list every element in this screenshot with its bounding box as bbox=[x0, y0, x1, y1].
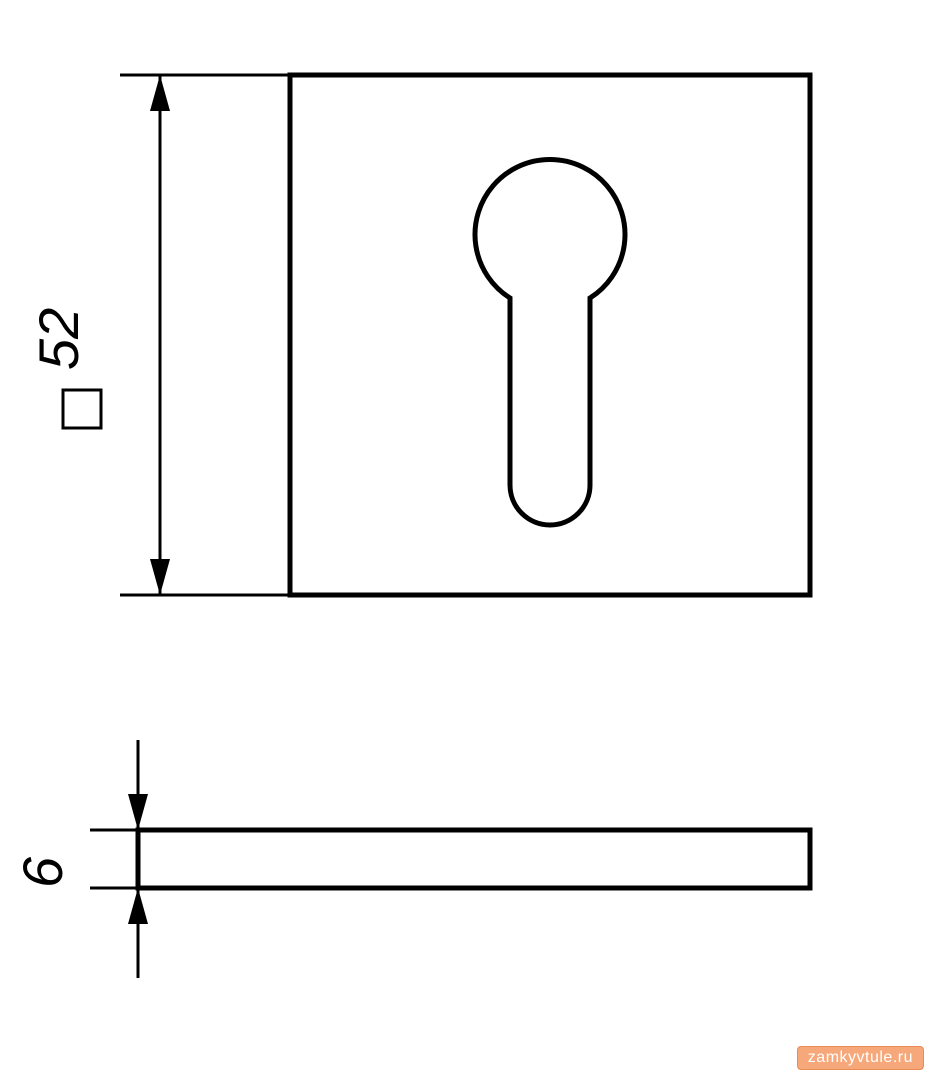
dimension-label-52: 52 bbox=[27, 308, 90, 370]
cylinder-keyhole bbox=[475, 160, 625, 525]
square-dimension-symbol bbox=[63, 390, 101, 428]
escutcheon-plate bbox=[290, 75, 810, 595]
technical-drawing: 52 6 bbox=[0, 0, 932, 1076]
escutcheon-side-profile bbox=[138, 830, 810, 888]
dimension-label-6: 6 bbox=[11, 856, 74, 888]
watermark-badge: zamkyvtule.ru bbox=[797, 1046, 924, 1070]
